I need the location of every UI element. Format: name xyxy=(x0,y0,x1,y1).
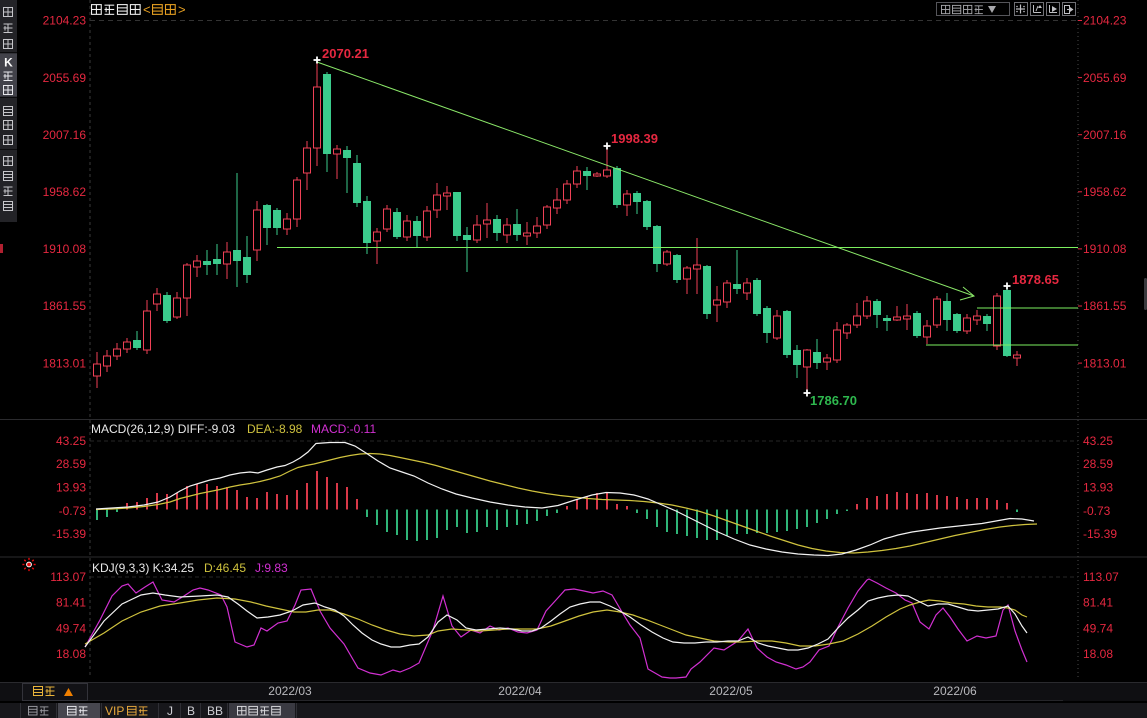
svg-text:13.93: 13.93 xyxy=(56,481,86,495)
svg-text:18.08: 18.08 xyxy=(1083,647,1113,661)
svg-text:113.07: 113.07 xyxy=(1083,570,1119,584)
svg-text:-0.73: -0.73 xyxy=(1083,504,1111,518)
svg-text:2022/05: 2022/05 xyxy=(709,684,753,698)
svg-text:-15.39: -15.39 xyxy=(1083,527,1117,541)
svg-text:2104.23: 2104.23 xyxy=(43,14,87,28)
svg-text:2022/06: 2022/06 xyxy=(933,684,977,698)
svg-text:DEA:-8.98: DEA:-8.98 xyxy=(247,422,303,436)
svg-text:2022/03: 2022/03 xyxy=(268,684,312,698)
svg-text:43.25: 43.25 xyxy=(1083,434,1113,448)
svg-text:2055.69: 2055.69 xyxy=(43,71,87,85)
svg-text:MACD(26,12,9) DIFF:-9.03: MACD(26,12,9) DIFF:-9.03 xyxy=(91,422,235,436)
svg-text:2022/04: 2022/04 xyxy=(498,684,542,698)
svg-text:43.25: 43.25 xyxy=(56,434,86,448)
svg-text:81.41: 81.41 xyxy=(56,596,86,610)
svg-text:K: K xyxy=(4,56,13,70)
svg-text:1861.55: 1861.55 xyxy=(43,299,87,313)
svg-text:J:9.83: J:9.83 xyxy=(255,561,288,575)
svg-text:1813.01: 1813.01 xyxy=(43,356,87,370)
svg-text:2104.23: 2104.23 xyxy=(1083,14,1127,28)
svg-text:BB: BB xyxy=(207,704,223,718)
svg-text:1878.65: 1878.65 xyxy=(1012,272,1059,287)
svg-text:D:46.45: D:46.45 xyxy=(204,561,246,575)
svg-text:81.41: 81.41 xyxy=(1083,596,1113,610)
svg-text:49.74: 49.74 xyxy=(56,621,86,635)
svg-text:28.59: 28.59 xyxy=(1083,457,1113,471)
svg-text:18.08: 18.08 xyxy=(56,647,86,661)
svg-text:1910.08: 1910.08 xyxy=(1083,242,1127,256)
svg-text:<: < xyxy=(143,2,151,17)
svg-text:1910.08: 1910.08 xyxy=(43,242,87,256)
svg-text:2007.16: 2007.16 xyxy=(1083,128,1127,142)
svg-text:-15.39: -15.39 xyxy=(52,527,86,541)
svg-text:1998.39: 1998.39 xyxy=(611,131,658,146)
svg-text:1861.55: 1861.55 xyxy=(1083,299,1127,313)
svg-text:1958.62: 1958.62 xyxy=(1083,185,1127,199)
svg-text:MACD:-0.11: MACD:-0.11 xyxy=(311,422,376,436)
svg-text:B: B xyxy=(187,704,195,718)
svg-text:KDJ(9,3,3) K:34.25: KDJ(9,3,3) K:34.25 xyxy=(92,561,194,575)
svg-text:2007.16: 2007.16 xyxy=(43,128,87,142)
svg-text:49.74: 49.74 xyxy=(1083,621,1113,635)
svg-text:113.07: 113.07 xyxy=(50,570,86,584)
svg-text:1958.62: 1958.62 xyxy=(43,185,87,199)
svg-text:1813.01: 1813.01 xyxy=(1083,356,1127,370)
svg-text:2055.69: 2055.69 xyxy=(1083,71,1127,85)
svg-text:28.59: 28.59 xyxy=(56,457,86,471)
svg-text:>: > xyxy=(178,2,186,17)
svg-text:J: J xyxy=(167,704,173,718)
svg-text:13.93: 13.93 xyxy=(1083,481,1113,495)
svg-text:VIP: VIP xyxy=(105,704,124,718)
svg-text:1786.70: 1786.70 xyxy=(810,393,857,408)
svg-text:2070.21: 2070.21 xyxy=(322,46,369,61)
svg-text:-0.73: -0.73 xyxy=(59,504,87,518)
